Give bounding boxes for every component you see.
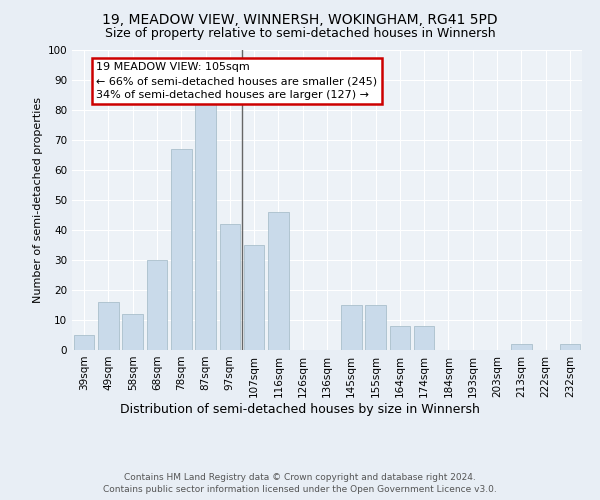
Bar (414, 326, 434, 350)
Bar (560, 344, 580, 350)
Bar (195, 104, 216, 350)
Bar (511, 344, 532, 350)
Bar (171, 149, 191, 350)
Bar (268, 212, 289, 350)
Text: Size of property relative to semi-detached houses in Winnersh: Size of property relative to semi-detach… (104, 28, 496, 40)
Bar (244, 245, 265, 350)
Y-axis label: Number of semi-detached properties: Number of semi-detached properties (34, 97, 43, 303)
Bar (122, 314, 143, 350)
Bar (365, 305, 386, 350)
Bar (341, 305, 362, 350)
Bar (146, 260, 167, 350)
Bar (220, 224, 240, 350)
Text: 19, MEADOW VIEW, WINNERSH, WOKINGHAM, RG41 5PD: 19, MEADOW VIEW, WINNERSH, WOKINGHAM, RG… (102, 12, 498, 26)
Text: Contains HM Land Registry data © Crown copyright and database right 2024.: Contains HM Land Registry data © Crown c… (124, 472, 476, 482)
Bar (98, 302, 119, 350)
Bar (389, 326, 410, 350)
Text: Distribution of semi-detached houses by size in Winnersh: Distribution of semi-detached houses by … (120, 402, 480, 415)
Text: 19 MEADOW VIEW: 105sqm
← 66% of semi-detached houses are smaller (245)
34% of se: 19 MEADOW VIEW: 105sqm ← 66% of semi-det… (96, 62, 377, 100)
Bar (74, 335, 94, 350)
Text: Contains public sector information licensed under the Open Government Licence v3: Contains public sector information licen… (103, 485, 497, 494)
